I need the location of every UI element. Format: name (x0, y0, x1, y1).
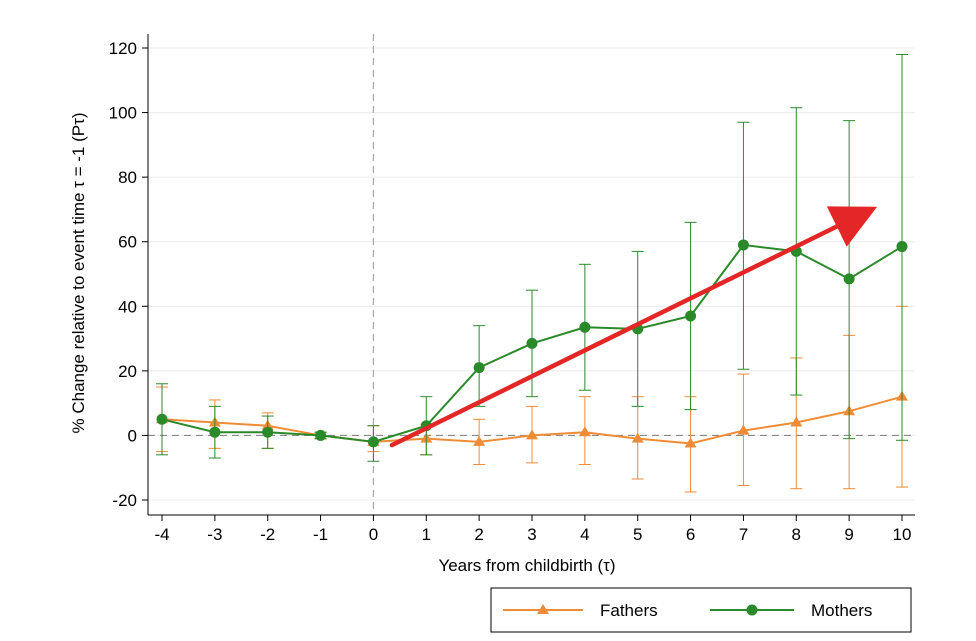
data-point (737, 239, 749, 251)
x-tick-label: 9 (844, 525, 853, 544)
data-point (156, 413, 168, 425)
data-point (526, 429, 538, 440)
x-tick-label: 5 (633, 525, 642, 544)
data-point (684, 437, 697, 448)
x-tick-label: 3 (527, 525, 536, 544)
data-point (262, 426, 274, 438)
series-layer (156, 53, 908, 493)
x-tick-label: 0 (369, 525, 378, 544)
data-point (843, 273, 855, 285)
series-mothers (156, 53, 908, 462)
y-tick-label: 100 (109, 104, 137, 123)
plot-area: -20 0 20 40 60 80 100 120 -4 -3 -2 -1 0 1 2 3 4 5 6 7 8 9 10 (109, 34, 915, 544)
data-point (578, 426, 591, 437)
x-axis-title: Years from childbirth (τ) (438, 556, 615, 575)
y-axis-title: % Change relative to event time τ = -1 (… (69, 113, 88, 434)
data-point (473, 362, 485, 374)
y-tick-label: 60 (118, 233, 137, 252)
x-tick-label: 2 (474, 525, 483, 544)
y-tick-label: -20 (112, 491, 137, 510)
x-tick-label: -1 (313, 525, 328, 544)
axes: -20 0 20 40 60 80 100 120 -4 -3 -2 -1 0 1 2 3 4 5 6 7 8 9 10 (109, 34, 915, 544)
legend-mothers-marker (746, 604, 758, 616)
legend: Fathers Mothers (490, 587, 912, 633)
data-point (315, 429, 327, 441)
trend-arrow (389, 206, 878, 448)
x-tick-label: 6 (686, 525, 695, 544)
legend-fathers-label: Fathers (600, 601, 658, 620)
y-tick-label: 0 (128, 426, 137, 445)
x-tick-label: 8 (792, 525, 801, 544)
x-tick-label: 4 (580, 525, 589, 544)
data-point (790, 416, 803, 427)
x-tick-label: 7 (739, 525, 748, 544)
data-point (209, 426, 221, 438)
x-tick-label: -3 (207, 525, 222, 544)
data-point (737, 424, 750, 435)
data-point (367, 436, 379, 448)
legend-mothers-label: Mothers (811, 601, 872, 620)
x-tick-label: -4 (154, 525, 169, 544)
x-tick-label: 1 (422, 525, 431, 544)
data-point (579, 321, 591, 333)
y-tick-label: 20 (118, 362, 137, 381)
data-point (896, 241, 908, 253)
y-tick-label: 120 (109, 39, 137, 58)
legend-fathers-marker (537, 604, 549, 614)
x-tick-label: 10 (893, 525, 912, 544)
y-tick-label: 80 (118, 168, 137, 187)
data-point (526, 337, 538, 349)
data-point (473, 435, 486, 446)
y-tick-label: 40 (118, 297, 137, 316)
annotation-arrow-layer (389, 206, 878, 448)
data-point (631, 432, 644, 443)
x-tick-label: -2 (260, 525, 275, 544)
data-point (685, 310, 697, 322)
